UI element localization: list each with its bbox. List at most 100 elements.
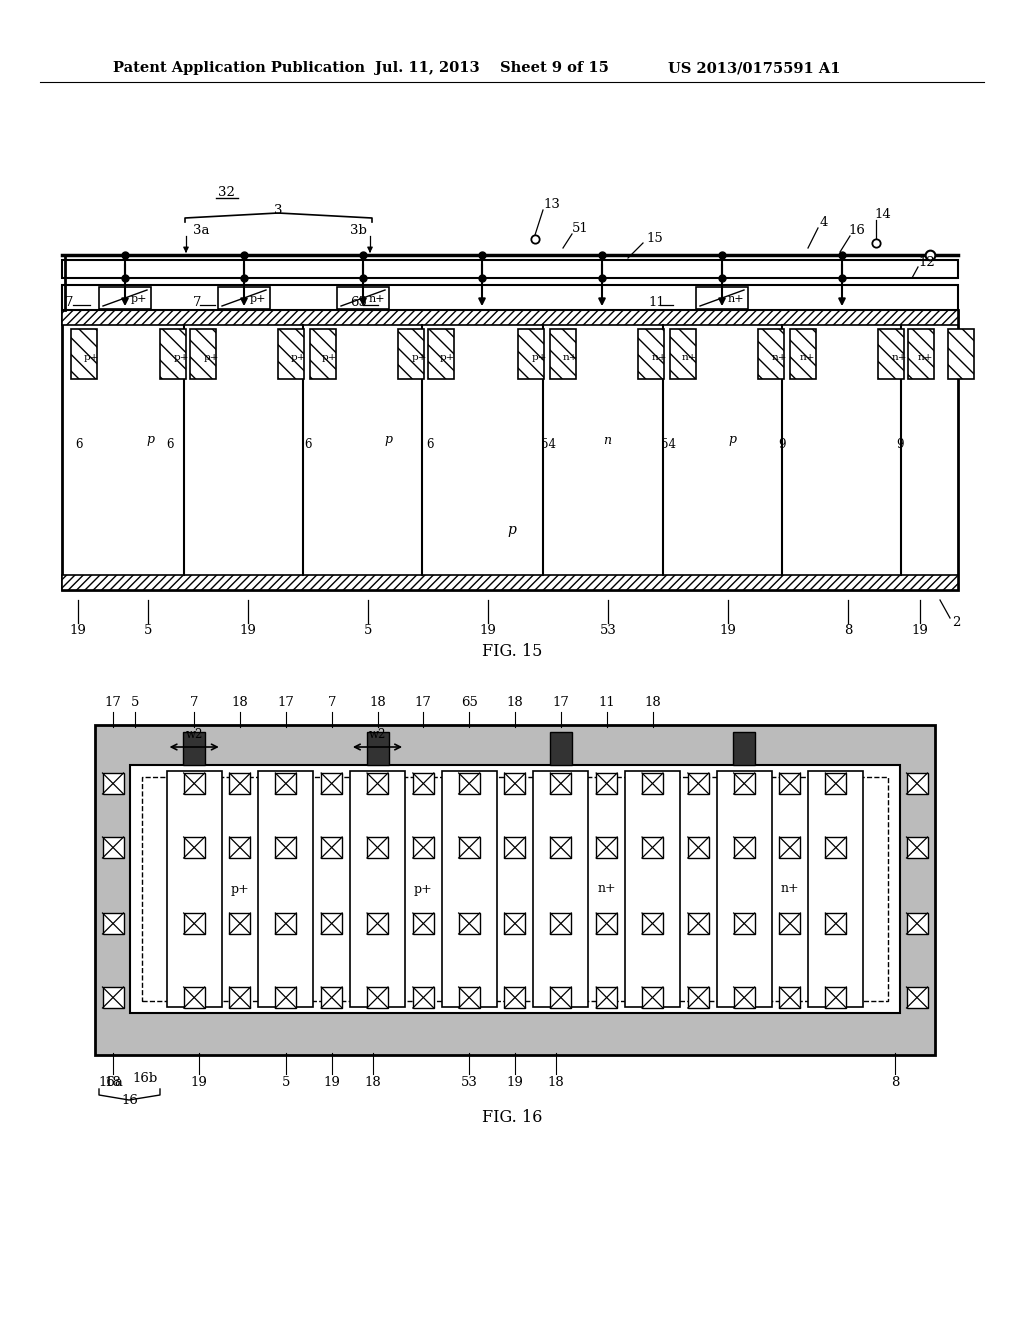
Bar (717, 771, 772, 1007)
Bar (413, 987, 434, 1008)
Bar (505, 837, 525, 858)
Bar (550, 837, 571, 858)
Text: 18: 18 (104, 1077, 122, 1089)
Bar (322, 837, 342, 858)
Bar (160, 329, 186, 379)
Bar (779, 987, 801, 1008)
Bar (534, 771, 589, 1007)
Bar (398, 329, 424, 379)
Bar (642, 913, 663, 935)
Bar (275, 913, 296, 935)
Text: 12: 12 (918, 256, 935, 268)
Bar (670, 329, 696, 379)
Text: 9: 9 (778, 438, 785, 451)
Text: 54: 54 (542, 438, 556, 451)
Bar (367, 774, 388, 795)
Text: p+: p+ (440, 352, 456, 362)
Text: n+: n+ (780, 883, 800, 895)
Text: 19: 19 (720, 623, 736, 636)
Bar (825, 987, 846, 1008)
Text: 6: 6 (75, 438, 83, 451)
Text: p+: p+ (204, 352, 219, 362)
Bar (825, 774, 846, 795)
Bar (62, 310, 958, 325)
Text: 11: 11 (648, 296, 665, 309)
Text: n+: n+ (652, 352, 668, 362)
Bar (99, 286, 151, 309)
Bar (322, 774, 342, 795)
Bar (258, 771, 313, 1007)
Bar (337, 286, 389, 309)
Text: US 2013/0175591 A1: US 2013/0175591 A1 (668, 61, 841, 75)
Bar (130, 766, 900, 1012)
Text: 13: 13 (543, 198, 560, 210)
Bar (367, 913, 388, 935)
Bar (102, 913, 124, 935)
Text: 16a: 16a (98, 1077, 124, 1089)
Text: n+: n+ (597, 883, 616, 895)
Bar (596, 987, 617, 1008)
Bar (367, 733, 388, 766)
Bar (733, 733, 755, 766)
Text: 6: 6 (304, 438, 311, 451)
Bar (62, 576, 958, 590)
Bar (688, 913, 709, 935)
Bar (428, 329, 454, 379)
Text: w2: w2 (185, 729, 203, 742)
Bar (779, 774, 801, 795)
Bar (183, 987, 205, 1008)
Text: 19: 19 (507, 1077, 523, 1089)
Text: 15: 15 (646, 231, 663, 244)
Text: 14: 14 (874, 209, 891, 222)
Bar (142, 777, 888, 1001)
Bar (808, 771, 863, 1007)
Text: 19: 19 (479, 623, 497, 636)
Text: 18: 18 (369, 697, 386, 710)
Bar (102, 837, 124, 858)
Text: p: p (146, 433, 154, 446)
Text: n+: n+ (800, 352, 815, 362)
Text: n: n (603, 433, 611, 446)
Text: 3b: 3b (350, 223, 367, 236)
Text: p+: p+ (414, 883, 433, 895)
Text: Patent Application Publication: Patent Application Publication (113, 61, 365, 75)
Bar (550, 913, 571, 935)
Bar (183, 733, 205, 766)
Text: 7: 7 (193, 296, 202, 309)
Bar (688, 987, 709, 1008)
Text: FIG. 15: FIG. 15 (482, 644, 542, 660)
Bar (275, 987, 296, 1008)
Bar (688, 774, 709, 795)
Text: p+: p+ (291, 352, 306, 362)
Text: 18: 18 (365, 1077, 381, 1089)
Text: 9: 9 (896, 438, 904, 451)
Bar (275, 837, 296, 858)
Bar (550, 774, 571, 795)
Bar (413, 913, 434, 935)
Text: 7: 7 (328, 697, 336, 710)
Bar (696, 286, 748, 309)
Bar (413, 774, 434, 795)
Bar (229, 913, 251, 935)
Text: 17: 17 (104, 697, 122, 710)
Text: p+: p+ (250, 294, 266, 304)
Text: 8: 8 (844, 623, 852, 636)
Text: 18: 18 (231, 697, 249, 710)
Bar (779, 837, 801, 858)
Text: p: p (728, 433, 736, 446)
Text: n+: n+ (369, 294, 386, 304)
Text: w2: w2 (369, 729, 386, 742)
Bar (367, 987, 388, 1008)
Bar (62, 310, 958, 590)
Text: Jul. 11, 2013: Jul. 11, 2013 (375, 61, 479, 75)
Text: p+: p+ (322, 352, 338, 362)
Text: 11: 11 (598, 697, 615, 710)
Text: p+: p+ (412, 352, 427, 362)
Bar (167, 771, 221, 1007)
Text: n+: n+ (772, 352, 787, 362)
Text: 17: 17 (278, 697, 294, 710)
Text: p+: p+ (532, 352, 548, 362)
Bar (758, 329, 784, 379)
Text: 18: 18 (507, 697, 523, 710)
Bar (183, 837, 205, 858)
